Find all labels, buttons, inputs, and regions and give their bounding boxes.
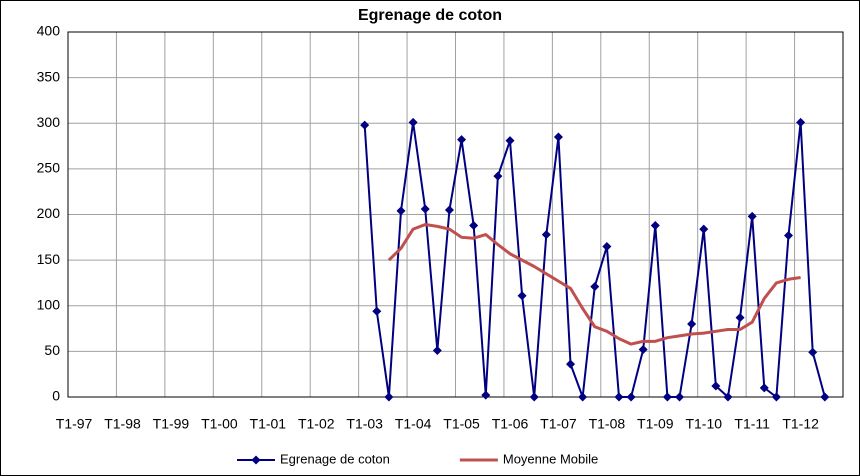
chart-title: Egrenage de coton [358, 7, 502, 24]
data-point [566, 359, 576, 369]
x-tick-label: T1-98 [104, 416, 141, 432]
x-tick-label: T1-08 [589, 416, 626, 432]
y-tick-label: 50 [44, 342, 60, 358]
data-point [493, 171, 503, 181]
data-point [662, 392, 672, 402]
data-point [747, 211, 757, 221]
data-point [481, 390, 491, 400]
data-point [408, 117, 418, 127]
legend-label: Moyenne Mobile [503, 451, 598, 466]
data-point [808, 347, 818, 357]
x-tick-label: T1-09 [637, 416, 674, 432]
data-point [759, 383, 769, 393]
data-point [541, 230, 551, 240]
data-point [820, 392, 830, 402]
data-point [723, 392, 733, 402]
x-tick-label: T1-10 [685, 416, 722, 432]
y-tick-label: 0 [52, 388, 60, 404]
x-tick-label: T1-05 [443, 416, 480, 432]
data-point [384, 392, 394, 402]
data-point [638, 345, 648, 355]
data-point [650, 220, 660, 230]
y-tick-label: 250 [37, 160, 61, 176]
x-tick-label: T1-12 [782, 416, 819, 432]
data-point [578, 392, 588, 402]
data-point [590, 282, 600, 292]
data-point [420, 204, 430, 214]
data-point [784, 230, 794, 240]
legend-label: Egrenage de coton [280, 451, 390, 466]
data-point [735, 313, 745, 323]
data-point [529, 392, 539, 402]
y-tick-label: 200 [37, 205, 61, 221]
data-point [372, 306, 382, 316]
data-point [711, 381, 721, 391]
data-point [687, 319, 697, 329]
x-tick-label: T1-97 [56, 416, 93, 432]
y-tick-label: 300 [37, 114, 61, 130]
data-point [505, 136, 515, 146]
data-point [444, 205, 454, 215]
data-point [469, 220, 479, 230]
legend-marker [251, 455, 261, 465]
data-point [517, 291, 527, 301]
y-tick-label: 150 [37, 251, 61, 267]
x-tick-label: T1-00 [201, 416, 238, 432]
x-tick-label: T1-03 [346, 416, 383, 432]
y-tick-label: 350 [37, 68, 61, 84]
x-tick-label: T1-99 [153, 416, 190, 432]
series-line [387, 223, 801, 346]
data-point [626, 392, 636, 402]
x-tick-label: T1-11 [734, 416, 770, 432]
x-tick-label: T1-02 [298, 416, 335, 432]
data-point [360, 120, 370, 130]
data-point [614, 392, 624, 402]
data-point [432, 345, 442, 355]
x-tick-label: T1-01 [250, 416, 287, 432]
plot-border [67, 31, 844, 398]
data-point [396, 206, 406, 216]
data-point [796, 117, 806, 127]
data-point [602, 241, 612, 251]
y-tick-label: 400 [37, 23, 61, 39]
data-point [553, 132, 563, 142]
data-point [699, 224, 709, 234]
y-tick-label: 100 [37, 296, 61, 312]
data-point [771, 392, 781, 402]
x-tick-label: T1-06 [492, 416, 529, 432]
data-point [675, 392, 685, 402]
x-tick-label: T1-07 [540, 416, 577, 432]
x-tick-label: T1-04 [395, 416, 432, 432]
data-point [457, 135, 467, 145]
